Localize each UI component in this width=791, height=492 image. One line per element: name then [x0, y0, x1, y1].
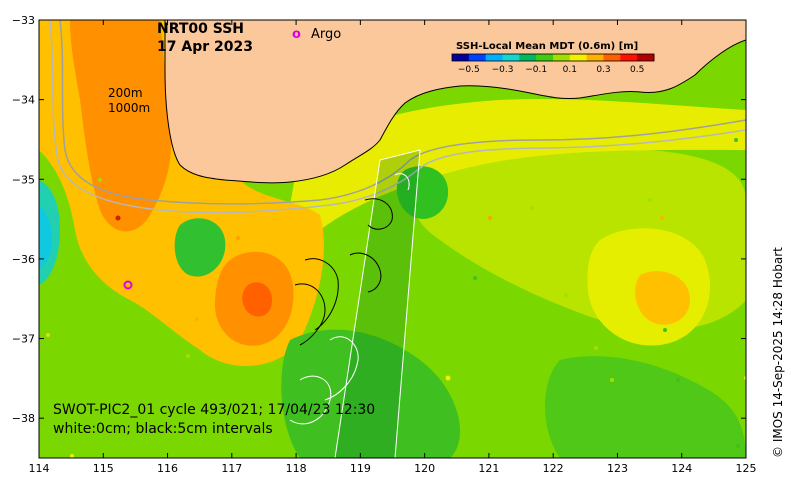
map-title-date: 17 Apr 2023 — [157, 39, 253, 55]
y-tick-label: −37 — [12, 333, 35, 346]
colorbar-swatches — [452, 54, 655, 61]
colorbar-border — [451, 53, 655, 62]
ssh-west-edge-blue — [39, 205, 52, 268]
ssh-west-red-core — [242, 282, 272, 317]
swot-contour-black-1 — [364, 198, 393, 230]
y-axis: −33 −34 −35 −36 −37 −38 — [12, 14, 746, 425]
obs-dot — [70, 454, 74, 458]
colorbar-ticks: −0.5 −0.3 −0.1 0.1 0.3 0.5 — [458, 65, 644, 75]
ssh-shelf-yellow-band — [290, 99, 746, 236]
obs-dot — [676, 378, 680, 382]
colorbar-tick-label: −0.5 — [458, 65, 480, 75]
x-tick-label: 121 — [478, 462, 499, 475]
obs-dot — [445, 375, 451, 381]
colorbar: SSH-Local Mean MDT (0.6m) [m] −0.5 −0.3 −0… — [451, 41, 655, 75]
y-tick-label: −33 — [12, 14, 35, 27]
obs-dot — [660, 216, 664, 220]
swot-annotation-line2: white:0cm; black:5cm intervals — [53, 421, 273, 437]
obs-dot — [564, 293, 568, 297]
map-title-product: NRT00 SSH — [157, 21, 244, 37]
colorbar-swatch — [603, 54, 621, 61]
ssh-eddy-east-orange — [635, 271, 690, 325]
isobath-200m — [59, 20, 746, 205]
obs-dot — [610, 378, 614, 382]
isobath-1000m-label: 1000m — [108, 101, 150, 115]
ssh-south-green — [281, 329, 460, 458]
isobath-200m-label: 200m — [108, 86, 143, 100]
obs-dot — [530, 206, 534, 210]
y-tick-label: −34 — [12, 94, 35, 107]
x-tick-label: 120 — [414, 462, 435, 475]
colorbar-swatch — [485, 54, 503, 61]
argo-float-marker — [123, 280, 133, 290]
map-plot-area — [39, 20, 746, 458]
colorbar-swatch — [502, 54, 520, 61]
isobath-1000m — [49, 20, 746, 214]
obs-dot — [648, 198, 652, 202]
colorbar-swatch — [586, 54, 604, 61]
x-tick-label: 117 — [221, 462, 242, 475]
x-tick-label: 114 — [29, 462, 50, 475]
obs-dot — [195, 317, 199, 321]
x-tick-label: 115 — [93, 462, 114, 475]
obs-dot — [98, 178, 102, 182]
swot-contour-white-1 — [324, 336, 359, 401]
ssh-southeast-green — [545, 356, 746, 458]
colorbar-swatch — [536, 54, 554, 61]
x-tick-label: 125 — [736, 462, 757, 475]
colorbar-title: SSH-Local Mean MDT (0.6m) [m] — [456, 41, 638, 52]
obs-dot — [115, 215, 121, 221]
x-tick-label: 122 — [543, 462, 564, 475]
swot-contour-black-3 — [294, 283, 326, 346]
colorbar-swatch — [452, 54, 470, 61]
colorbar-tick-label: 0.3 — [596, 65, 610, 75]
obs-dot — [736, 444, 740, 448]
swot-contour-black-2 — [304, 258, 339, 331]
y-tick-label: −38 — [12, 412, 35, 425]
colorbar-swatch — [569, 54, 588, 61]
obs-dot — [46, 333, 50, 337]
obs-dot — [734, 138, 738, 142]
argo-legend-symbol: o — [292, 27, 301, 42]
x-tick-label: 116 — [157, 462, 178, 475]
colorbar-swatch — [620, 54, 638, 61]
y-tick-label: −35 — [12, 173, 35, 186]
ssh-west-orange-core — [70, 20, 172, 232]
obs-dot — [488, 216, 492, 220]
obs-dot — [236, 236, 240, 240]
obs-dot — [186, 354, 190, 358]
swot-contour-white-2 — [289, 375, 332, 425]
x-tick-label: 123 — [607, 462, 628, 475]
colorbar-swatch — [553, 54, 571, 61]
y-tick-label: −36 — [12, 253, 35, 266]
obs-dot — [663, 328, 667, 332]
credit-text: © IMOS 14-Sep-2025 14:28 Hobart — [771, 247, 785, 458]
observation-dots — [46, 138, 746, 458]
x-tick-label: 124 — [671, 462, 692, 475]
colorbar-tick-label: 0.1 — [563, 65, 577, 75]
obs-dot — [594, 346, 598, 350]
argo-legend-label: Argo — [311, 27, 341, 42]
swot-contour-black-4 — [349, 252, 382, 293]
x-axis: 114 115 116 117 118 119 120 121 122 123 124 125 — [29, 20, 757, 475]
obs-dot — [473, 276, 477, 280]
colorbar-tick-label: −0.3 — [492, 65, 514, 75]
swot-contour-white-3 — [394, 173, 410, 191]
ssh-eddy-green-north — [396, 166, 449, 219]
ssh-eddy-green-west — [174, 218, 226, 277]
colorbar-swatch — [519, 54, 537, 61]
swot-annotation-line1: SWOT-PIC2_01 cycle 493/021; 17/04/23 12:… — [53, 402, 375, 418]
x-tick-label: 119 — [350, 462, 371, 475]
x-tick-label: 118 — [286, 462, 307, 475]
colorbar-tick-label: 0.5 — [630, 65, 644, 75]
swot-swath — [334, 149, 421, 458]
colorbar-swatch — [468, 54, 487, 61]
map-plot-border — [38, 19, 747, 459]
colorbar-swatch — [637, 54, 655, 61]
colorbar-tick-label: −0.1 — [525, 65, 547, 75]
